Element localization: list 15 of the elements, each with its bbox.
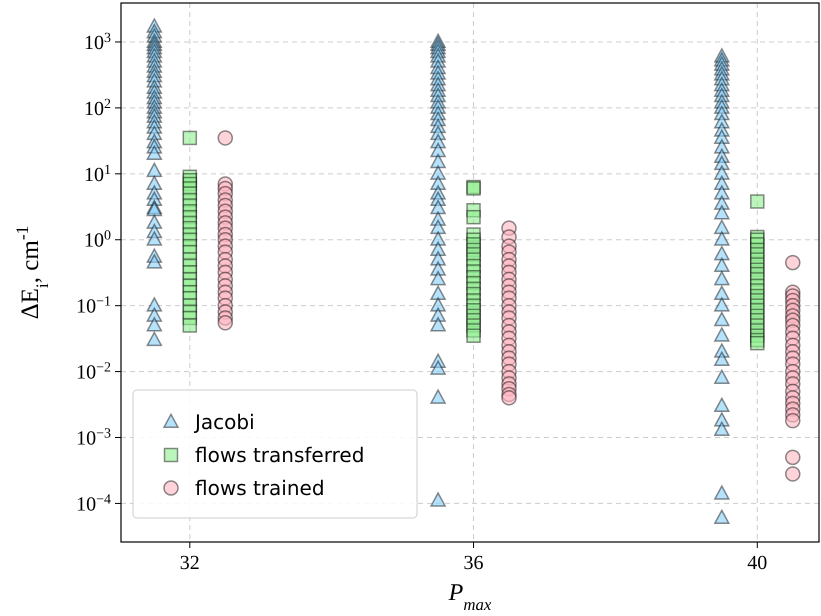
y-tick-label: 10$^{3}$ xyxy=(84,30,111,54)
y-tick-label: 10$^{−2}$ xyxy=(76,360,111,384)
legend-label: Jacobi xyxy=(193,410,255,434)
y-tick-label: 10$^{0}$ xyxy=(84,228,111,252)
legend-label: flows trained xyxy=(195,476,325,500)
y-tick-label: 10$^{2}$ xyxy=(84,96,111,120)
x-tick-label: 32 xyxy=(180,552,200,574)
x-tick-label: 40 xyxy=(747,552,768,574)
legend-label: flows transferred xyxy=(195,443,364,467)
y-tick-label: 10$^{−1}$ xyxy=(76,294,111,318)
x-axis-title: P$_{max}$ xyxy=(448,580,492,614)
y-tick-label: 10$^{−4}$ xyxy=(76,492,111,516)
y-tick-label: 10$^{1}$ xyxy=(84,162,111,186)
x-tick-label: 36 xyxy=(464,552,484,574)
y-tick-label: 10$^{−3}$ xyxy=(76,426,111,450)
